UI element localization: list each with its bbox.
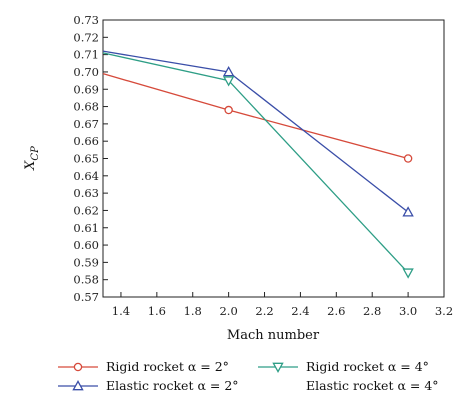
y-axis-title-main: X: [23, 160, 38, 171]
x-tick-label: 3.2: [435, 304, 453, 318]
x-tick-label: 2.2: [255, 304, 273, 318]
x-tick-label: 1.6: [148, 304, 166, 318]
y-tick-label: 0.73: [73, 13, 99, 27]
x-tick-label: 1.4: [112, 304, 130, 318]
legend: Rigid rocket α = 2° Elastic rocket α = 2°…: [58, 359, 439, 393]
series-line: [102, 73, 409, 160]
y-tick-label: 0.60: [73, 238, 99, 252]
x-tick-label: 2.4: [291, 304, 309, 318]
y-tick-label: 0.71: [73, 48, 99, 62]
y-tick-label: 0.58: [73, 273, 99, 287]
legend-label: Elastic rocket α = 2°: [106, 378, 239, 393]
series-line: [102, 52, 409, 274]
y-tick-label: 0.70: [73, 65, 99, 79]
data-point: [222, 65, 235, 77]
data-point: [402, 206, 414, 217]
data-point: [402, 268, 414, 279]
series-1: [102, 73, 413, 163]
y-tick-label: 0.68: [73, 100, 99, 114]
x-tick-label: 2.8: [363, 304, 381, 318]
legend-label: Rigid rocket α = 4°: [306, 359, 429, 374]
data-point: [224, 105, 233, 115]
y-tick-label: 0.72: [73, 30, 99, 44]
series-line: [102, 50, 409, 213]
legend-item: Elastic rocket α = 2°: [58, 378, 239, 393]
series-layer: [102, 50, 414, 279]
data-point: [222, 76, 235, 87]
y-tick-label: 0.62: [73, 203, 99, 217]
legend-marker: [272, 362, 284, 373]
y-tick-label: 0.59: [73, 255, 99, 269]
x-tick-label: 3.0: [399, 304, 417, 318]
x-tick-label: 2.0: [219, 304, 237, 318]
y-tick-label: 0.66: [73, 134, 99, 148]
legend-marker: [73, 362, 83, 372]
y-axis-title: XCP: [23, 146, 41, 171]
series-2: [102, 50, 414, 217]
y-tick-label: 0.61: [73, 221, 99, 235]
y-tick-label: 0.67: [73, 117, 99, 131]
svg-text:XCP: XCP: [23, 146, 41, 171]
y-axis-title-sub: CP: [30, 146, 41, 161]
legend-label: Rigid rocket α = 2°: [106, 359, 229, 374]
y-tick-label: 0.65: [73, 152, 99, 166]
legend-item: Rigid rocket α = 4°: [258, 359, 429, 374]
y-axis: 0.57 0.58 0.59 0.60 0.61 0.62 0.63 0.64 0.65 0.66…: [73, 13, 108, 304]
y-tick-label: 0.57: [73, 290, 99, 304]
legend-item: Rigid rocket α = 2°: [58, 359, 229, 374]
series-3: [102, 52, 414, 279]
y-tick-label: 0.64: [73, 169, 99, 183]
legend-label: Elastic rocket α = 4°: [306, 378, 439, 393]
legend-marker: [72, 380, 84, 391]
plot-frame: [102, 19, 445, 298]
x-axis-title: Mach number: [227, 328, 320, 343]
y-tick-label: 0.63: [73, 186, 99, 200]
x-tick-label: 1.8: [184, 304, 202, 318]
x-axis: 1.4 1.6 1.8 2.0 2.2 2.4 2.6 2.8 3.0 3.2: [112, 292, 453, 318]
data-point: [403, 154, 413, 163]
x-tick-label: 2.6: [327, 304, 345, 318]
legend-item: Elastic rocket α = 4°: [306, 378, 439, 393]
y-tick-label: 0.69: [73, 82, 99, 96]
